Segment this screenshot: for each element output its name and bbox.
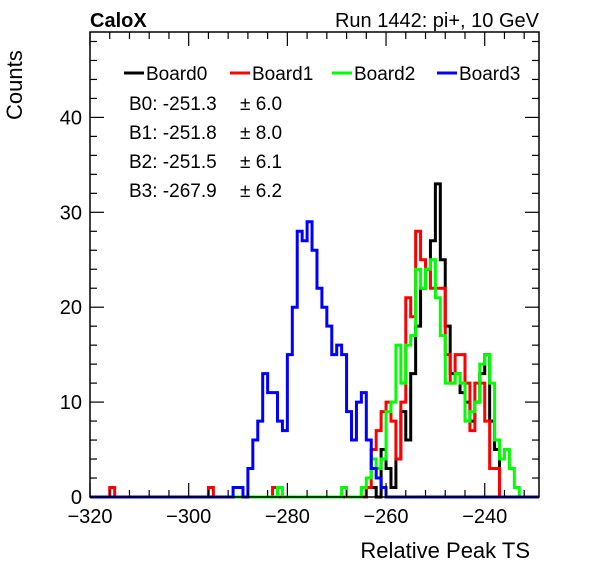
stats-label: B2: -251.5: [129, 152, 217, 173]
plot-area: [89, 31, 540, 499]
y-tick-label: 20: [60, 297, 82, 319]
legend-label-board3: Board3: [459, 64, 520, 85]
plot-frame: [89, 31, 540, 498]
legend-label-board0: Board0: [146, 64, 207, 85]
series-line-board1: [90, 229, 539, 499]
y-tick-label: 10: [60, 392, 82, 414]
legend-label-board1: Board1: [252, 64, 313, 85]
x-tick-label: −260: [364, 506, 409, 528]
x-tick-label: −280: [265, 506, 310, 528]
stats-error: ± 6.0: [240, 94, 282, 115]
series-line-board2: [90, 258, 539, 499]
y-tick-label: 30: [60, 202, 82, 224]
x-tick-label: −240: [462, 506, 507, 528]
stats-error: ± 6.2: [240, 181, 282, 202]
x-tick-label: −320: [67, 506, 112, 528]
axis-ticks: −320 −300 −280 −260 −240 0 10 20 30 40: [60, 32, 539, 528]
legend-label-board2: Board2: [354, 64, 415, 85]
stats-box: B0: -251.3 ± 6.0 B1: -251.8 ± 8.0 B2: -251.5…: [129, 94, 282, 202]
stats-error: ± 6.1: [240, 152, 282, 173]
y-axis-label: Counts: [2, 50, 27, 120]
stats-label: B3: -267.9: [129, 181, 217, 202]
stats-label: B1: -251.8: [129, 123, 217, 144]
y-tick-label: 40: [60, 107, 82, 129]
stats-error: ± 8.0: [240, 123, 282, 144]
y-tick-label: 0: [71, 487, 82, 509]
legend: Board0 Board1 Board2 Board3: [124, 64, 520, 85]
stats-label: B0: -251.3: [129, 94, 217, 115]
left-title: CaloX: [90, 10, 147, 32]
x-axis-label: Relative Peak TS: [360, 538, 530, 563]
series-line-board0: [90, 182, 539, 499]
x-tick-label: −300: [166, 506, 211, 528]
series-line-board3: [90, 220, 539, 499]
right-title: Run 1442: pi+, 10 GeV: [335, 10, 540, 32]
